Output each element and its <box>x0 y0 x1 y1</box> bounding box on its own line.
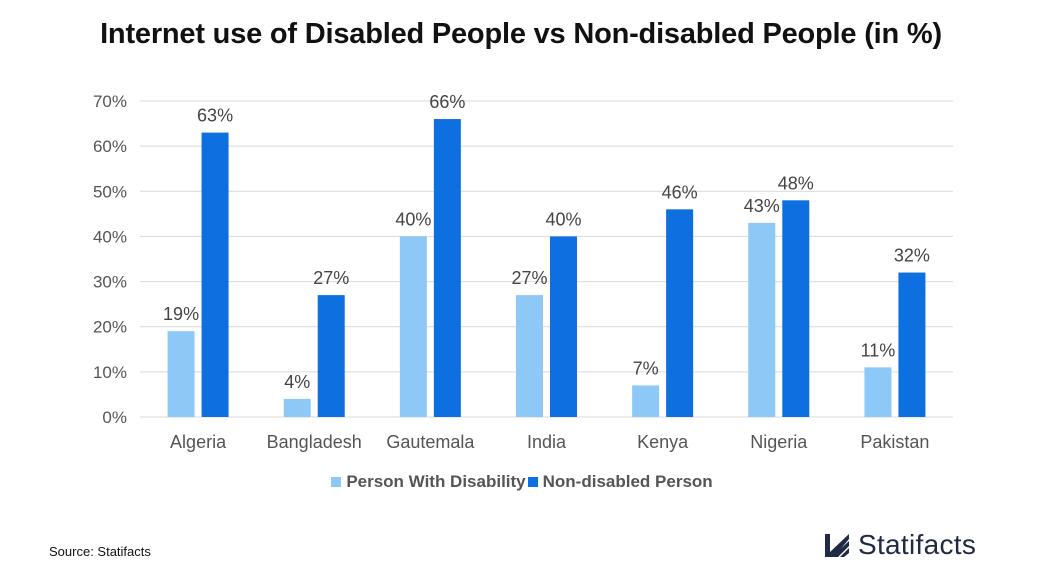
y-tick-label: 50% <box>93 182 127 201</box>
legend-label-disability: Person With Disability <box>346 472 526 491</box>
y-tick-label: 70% <box>93 92 127 111</box>
y-tick-label: 30% <box>93 273 127 292</box>
data-label: 40% <box>395 209 431 229</box>
y-tick-label: 20% <box>93 318 127 337</box>
y-tick-label: 40% <box>93 227 127 246</box>
y-tick-label: 10% <box>93 363 127 382</box>
bar-non-disabled <box>201 132 229 417</box>
data-label: 43% <box>744 196 780 216</box>
bar-non-disabled <box>550 236 577 417</box>
brand-logo: Statifacts <box>822 529 976 561</box>
bar-disability <box>864 367 892 417</box>
x-tick-label: Algeria <box>170 432 227 452</box>
data-label: 19% <box>163 304 199 324</box>
x-tick-label: India <box>527 432 567 452</box>
data-label: 40% <box>545 209 581 229</box>
legend-label-non-disabled: Non-disabled Person <box>542 472 713 491</box>
bar-disability <box>399 236 427 417</box>
x-tick-label: Kenya <box>637 432 689 452</box>
y-tick-label: 60% <box>93 137 127 156</box>
bar-disability <box>283 398 311 417</box>
data-label: 63% <box>197 106 233 126</box>
data-label: 27% <box>511 268 547 288</box>
data-label: 11% <box>861 340 896 360</box>
bar-disability <box>632 385 660 417</box>
x-tick-label: Gautemala <box>386 432 475 452</box>
data-label: 46% <box>662 182 698 202</box>
data-label: 4% <box>284 372 310 392</box>
bar-non-disabled <box>782 200 810 417</box>
legend-item-disability: Person With Disability <box>331 472 526 492</box>
bar-non-disabled <box>317 295 345 417</box>
y-tick-label: 0% <box>102 408 127 427</box>
brand-name: Statifacts <box>858 529 977 560</box>
legend-item-non-disabled: Non-disabled Person <box>527 472 713 492</box>
data-label: 7% <box>633 358 659 378</box>
bar-disability <box>167 331 195 417</box>
data-label: 27% <box>313 268 349 288</box>
source-note: Source: Statifacts <box>49 544 151 559</box>
chart-title: Internet use of Disabled People vs Non-d… <box>100 18 942 50</box>
x-tick-label: Pakistan <box>860 432 929 452</box>
bar-non-disabled <box>898 272 926 417</box>
data-label: 66% <box>429 92 465 112</box>
statifacts-logo-icon <box>824 533 850 558</box>
data-label: 48% <box>778 173 814 193</box>
legend-swatch-non-disabled <box>527 477 538 487</box>
bar-disability <box>748 222 776 417</box>
bar-non-disabled <box>666 209 694 417</box>
x-tick-label: Bangladesh <box>267 432 362 452</box>
legend-swatch-disability <box>331 477 342 487</box>
bar-non-disabled <box>433 119 461 418</box>
bar-disability <box>516 295 543 417</box>
bar-chart: 0% 10% 20% 30% 40% 50% 60% 70% 19% 63% Algeria 4% 27… <box>93 92 953 452</box>
chart-legend: Person With Disability Non-disabled Pers… <box>0 472 1042 492</box>
x-tick-label: Nigeria <box>750 432 808 452</box>
data-label: 32% <box>894 246 930 266</box>
